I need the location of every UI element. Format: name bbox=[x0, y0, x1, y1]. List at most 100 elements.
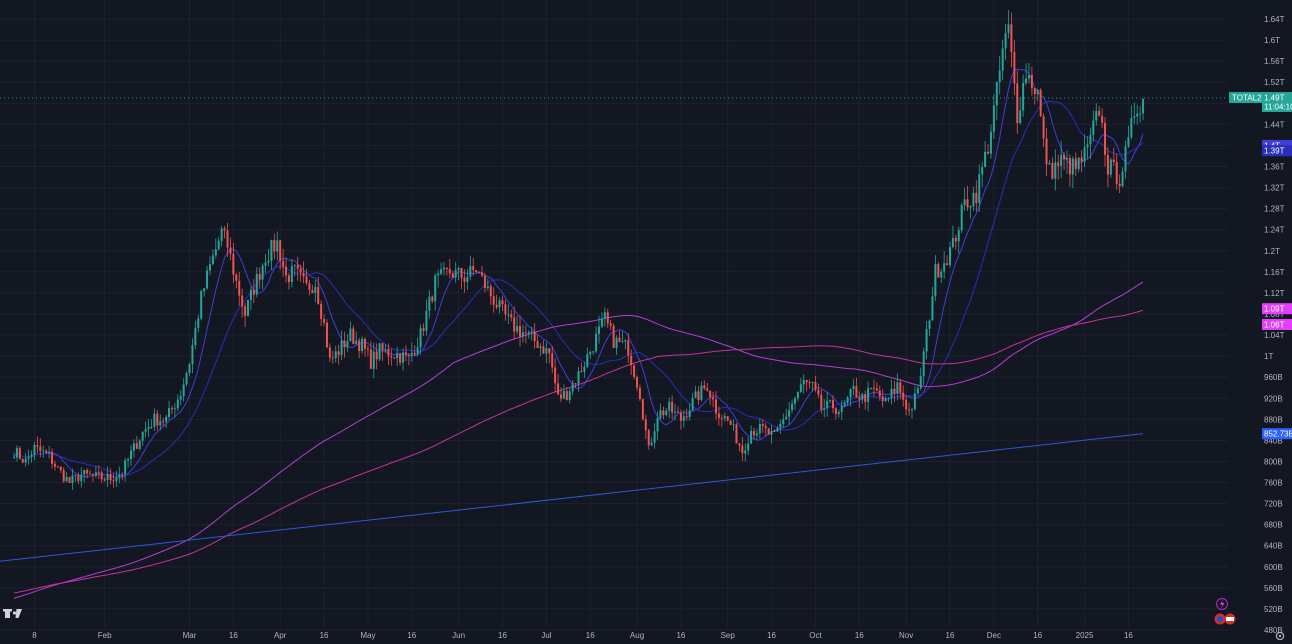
candle-body bbox=[665, 410, 668, 416]
candle-body bbox=[489, 286, 492, 297]
price-tick-label: 1.04T bbox=[1264, 331, 1285, 340]
price-tick-label: 1.44T bbox=[1264, 120, 1285, 129]
candle-body bbox=[182, 384, 185, 397]
candle-body bbox=[18, 448, 21, 459]
candle-body bbox=[922, 351, 925, 377]
candles[interactable] bbox=[13, 10, 1145, 490]
candle-body bbox=[141, 431, 144, 441]
time-tick-label: 16 bbox=[229, 631, 238, 640]
bar-countdown: 11:04:10 bbox=[1264, 103, 1292, 112]
time-tick-label: 16 bbox=[498, 631, 507, 640]
candle-body bbox=[554, 367, 557, 384]
candle-body bbox=[323, 319, 326, 323]
time-axis[interactable]: 8 Feb Mar 16 Apr 16 May 16 Jun 16 Jul 16 Aug 16 Sep 16 O… bbox=[32, 631, 1133, 640]
candle-body bbox=[138, 440, 141, 449]
candle-body bbox=[13, 457, 15, 459]
candle-body bbox=[1124, 146, 1127, 172]
candle-body bbox=[747, 443, 750, 451]
price-tick-label: 520B bbox=[1264, 605, 1283, 614]
candle-body bbox=[878, 390, 881, 397]
candle-body bbox=[399, 353, 402, 363]
candle-body bbox=[1092, 120, 1095, 136]
candle-body bbox=[483, 275, 486, 288]
candle-body bbox=[577, 371, 580, 384]
candle-body bbox=[337, 351, 340, 356]
candle-body bbox=[1086, 144, 1089, 148]
price-tick-label: 1.56T bbox=[1264, 57, 1285, 66]
candle-body bbox=[206, 270, 209, 289]
candle-body bbox=[972, 192, 975, 206]
flag-events-icon[interactable] bbox=[1214, 613, 1236, 625]
candle-body bbox=[887, 397, 890, 399]
price-tick-label: 720B bbox=[1264, 500, 1283, 509]
candle-body bbox=[943, 263, 946, 272]
candle-body bbox=[504, 304, 507, 315]
candle-body bbox=[431, 296, 434, 302]
candle-body bbox=[80, 474, 83, 482]
candle-body bbox=[1101, 115, 1104, 123]
candle-body bbox=[197, 318, 200, 328]
time-tick-label: May bbox=[360, 631, 375, 640]
candle-body bbox=[829, 400, 832, 402]
candle-body bbox=[624, 340, 627, 342]
candle-body bbox=[387, 349, 390, 357]
candle-body bbox=[1057, 162, 1060, 166]
candle-body bbox=[676, 411, 679, 413]
candle-body bbox=[586, 354, 589, 367]
candle-body bbox=[516, 326, 519, 332]
candle-body bbox=[770, 431, 773, 435]
candle-body bbox=[919, 376, 922, 389]
price-axis[interactable]: 480B 520B 560B 600B 640B 680B 720B 760B 800B 840B… bbox=[1264, 15, 1285, 635]
candle-body bbox=[1019, 110, 1022, 124]
candle-body bbox=[416, 347, 419, 355]
price-tick-label: 960B bbox=[1264, 373, 1283, 382]
candle-body bbox=[559, 394, 562, 399]
candle-body bbox=[785, 416, 788, 420]
candle-body bbox=[1063, 154, 1066, 160]
trend-line bbox=[0, 433, 1144, 562]
candle-body bbox=[992, 105, 995, 132]
candle-body bbox=[130, 450, 132, 459]
candle-body bbox=[165, 417, 168, 422]
candle-body bbox=[86, 469, 89, 474]
candle-body bbox=[899, 382, 902, 393]
candle-body bbox=[472, 266, 475, 271]
candle-body bbox=[229, 247, 232, 254]
candle-body bbox=[434, 275, 437, 302]
candle-body bbox=[908, 409, 911, 411]
candle-body bbox=[916, 388, 919, 394]
candle-body bbox=[598, 326, 600, 334]
candle-body bbox=[513, 317, 516, 332]
candle-body bbox=[761, 424, 764, 427]
candle-body bbox=[755, 433, 758, 436]
candle-body bbox=[258, 273, 261, 280]
candle-body bbox=[565, 391, 568, 400]
price-tick-label: 680B bbox=[1264, 521, 1283, 530]
candle-body bbox=[1004, 33, 1007, 49]
candle-body bbox=[132, 443, 135, 451]
candle-body bbox=[1045, 138, 1048, 165]
candle-body bbox=[267, 260, 270, 263]
candle-body bbox=[1083, 147, 1086, 162]
time-tick-label: Apr bbox=[274, 631, 287, 640]
settings-gear-icon[interactable] bbox=[1275, 631, 1285, 641]
candle-body bbox=[308, 282, 311, 290]
time-tick-label: 8 bbox=[32, 631, 37, 640]
candle-body bbox=[214, 249, 217, 256]
lightning-icon[interactable] bbox=[1215, 597, 1229, 611]
candle-body bbox=[653, 431, 656, 443]
candle-body bbox=[539, 346, 542, 349]
time-tick-label: 16 bbox=[767, 631, 776, 640]
candle-body bbox=[1025, 78, 1028, 84]
candle-body bbox=[428, 296, 431, 311]
candle-body bbox=[533, 331, 536, 342]
time-tick-label: Jun bbox=[452, 631, 465, 640]
candle-body bbox=[644, 419, 647, 431]
candle-body bbox=[48, 452, 51, 454]
candle-body bbox=[603, 312, 606, 319]
candle-body bbox=[364, 338, 366, 349]
candle-body bbox=[1130, 117, 1133, 138]
price-tick-label: 760B bbox=[1264, 479, 1283, 488]
